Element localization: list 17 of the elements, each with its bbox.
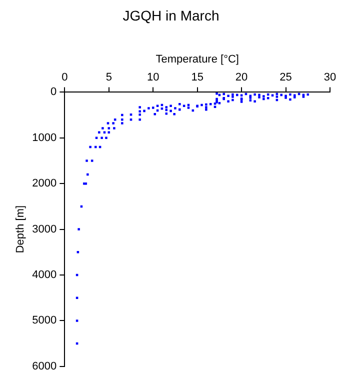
x-axis-title: Temperature [°C]	[156, 53, 239, 66]
x-tick-label: 10	[146, 72, 160, 84]
x-tick-label: 25	[280, 72, 292, 84]
y-tick-label: 4000	[32, 269, 57, 282]
y-tick-label: 2000	[32, 178, 57, 190]
y-tick-label: 3000	[32, 223, 57, 236]
y-tick-label: 1000	[32, 132, 57, 144]
x-tick-label: 15	[191, 72, 204, 84]
y-tick-label: 5000	[32, 314, 57, 327]
x-tick-label: 30	[324, 72, 336, 84]
chart-title: JGQH in March	[122, 7, 220, 24]
x-tick-label: 5	[106, 72, 112, 84]
x-tick-label: 20	[235, 72, 248, 84]
y-tick-label: 0	[50, 86, 57, 98]
x-tick-label: 0	[62, 72, 68, 84]
y-axis-title: Depth [m]	[14, 205, 27, 254]
y-tick-label: 6000	[32, 360, 57, 372]
